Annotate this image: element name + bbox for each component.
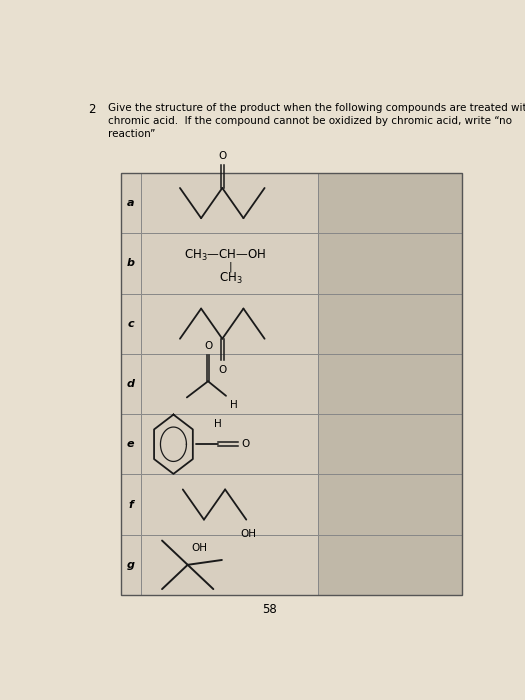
Text: CH$_3$—CH—OH: CH$_3$—CH—OH <box>184 248 266 263</box>
Text: e: e <box>127 439 134 449</box>
Text: |: | <box>229 261 233 272</box>
Bar <box>141 173 318 233</box>
Text: d: d <box>127 379 135 389</box>
Bar <box>318 414 463 475</box>
Bar <box>121 475 141 535</box>
Text: g: g <box>127 560 135 570</box>
Bar <box>318 354 463 414</box>
Bar <box>121 173 463 595</box>
Bar <box>141 233 318 293</box>
Bar <box>141 414 318 475</box>
Bar <box>121 233 141 293</box>
Text: b: b <box>127 258 135 268</box>
Bar <box>318 293 463 354</box>
Bar <box>121 354 141 414</box>
Text: H: H <box>230 400 238 410</box>
Text: 2: 2 <box>88 103 96 116</box>
Bar <box>121 535 141 595</box>
Bar <box>121 414 141 475</box>
Text: a: a <box>127 198 134 208</box>
Text: H: H <box>214 419 222 429</box>
Text: CH$_3$: CH$_3$ <box>219 271 243 286</box>
Bar <box>318 475 463 535</box>
Text: 58: 58 <box>261 603 277 616</box>
Bar <box>318 535 463 595</box>
Text: O: O <box>241 439 249 449</box>
Bar <box>318 233 463 293</box>
Bar <box>141 475 318 535</box>
Bar <box>318 173 463 233</box>
Bar <box>121 293 141 354</box>
Text: O: O <box>218 151 226 161</box>
Text: O: O <box>218 365 226 374</box>
Text: f: f <box>128 500 133 510</box>
Text: O: O <box>204 341 212 351</box>
Text: OH: OH <box>191 543 207 553</box>
Bar <box>141 354 318 414</box>
Text: OH: OH <box>240 529 256 539</box>
Text: c: c <box>128 318 134 329</box>
Bar <box>121 173 141 233</box>
Text: Give the structure of the product when the following compounds are treated with
: Give the structure of the product when t… <box>108 103 525 139</box>
Bar <box>141 535 318 595</box>
Bar <box>141 293 318 354</box>
